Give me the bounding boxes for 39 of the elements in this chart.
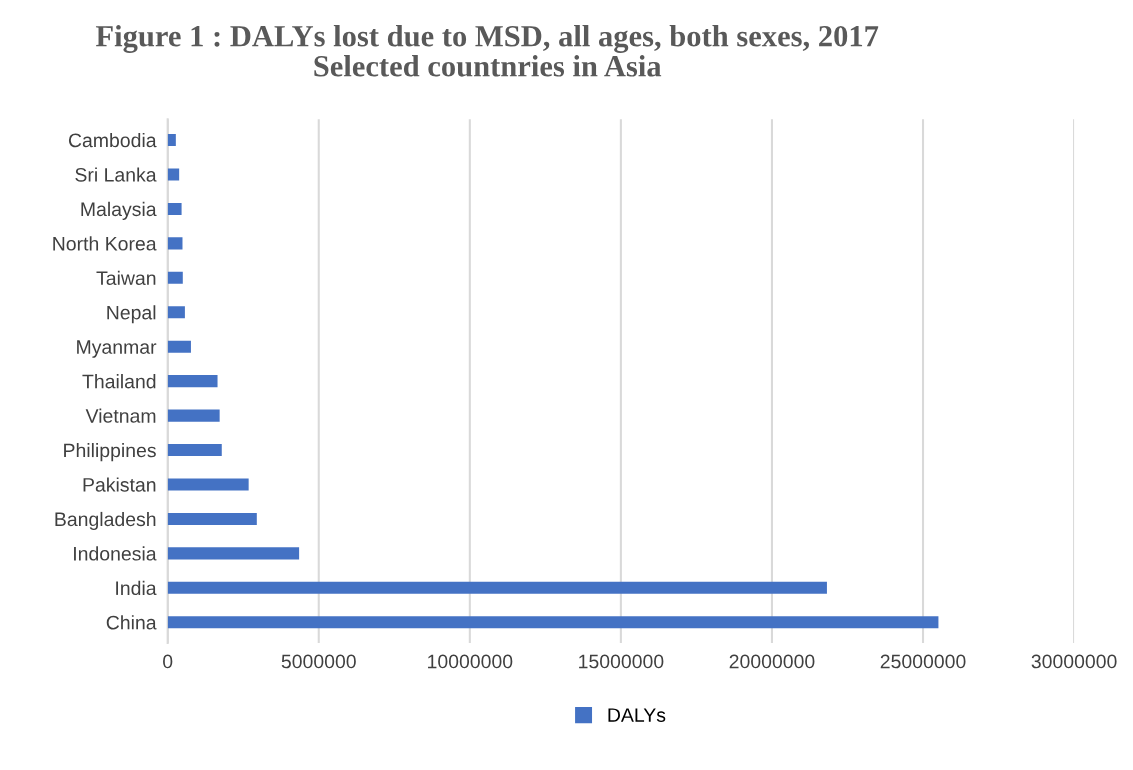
y-tick-label: Indonesia [74,546,157,561]
bar [167,340,191,353]
x-tick-label: 20000000 [729,654,815,669]
legend-label: DALYs [608,708,666,722]
bar [167,512,257,525]
bar [167,616,939,629]
y-tick-label: Myanmar [77,340,157,358]
bar [167,375,218,388]
x-tick-label: 15000000 [579,654,664,669]
bar [167,133,176,147]
bar [167,306,185,319]
y-tick-label: Sri Lanka [75,167,157,182]
bar [167,444,222,457]
x-tick-label: 0 [163,654,173,669]
y-tick-label: Thailand [82,374,156,389]
bar [167,271,183,284]
y-tick-label: India [116,580,157,596]
bar [167,581,827,594]
x-tick-label: 30000000 [1031,654,1117,669]
y-tick-label: Malaysia [81,201,157,220]
y-tick-label: China [106,615,157,630]
y-tick-label: Vietnam [85,408,156,423]
bar [167,237,183,250]
bar [167,202,182,215]
bar [167,478,249,491]
x-tick-label: 5000000 [281,654,356,669]
bar [167,168,180,181]
y-tick-label: Philippines [64,443,156,462]
y-tick-label: Taiwan [96,270,156,286]
y-tick-label: North Korea [53,236,157,251]
y-tick-label: Nepal [107,305,156,324]
y-tick-label: Cambodia [68,132,157,148]
chart-title: Figure 1 : DALYs lost due to MSD, all ages, both sexes, 2017 Selected countnries in Asia [95,25,879,77]
bar [167,409,220,422]
bar [167,547,300,560]
y-tick-label: Pakistan [83,477,156,492]
y-tick-label: Bangladesh [55,511,156,531]
x-tick-label: 25000000 [880,654,966,669]
x-tick-label: 10000000 [428,654,513,669]
